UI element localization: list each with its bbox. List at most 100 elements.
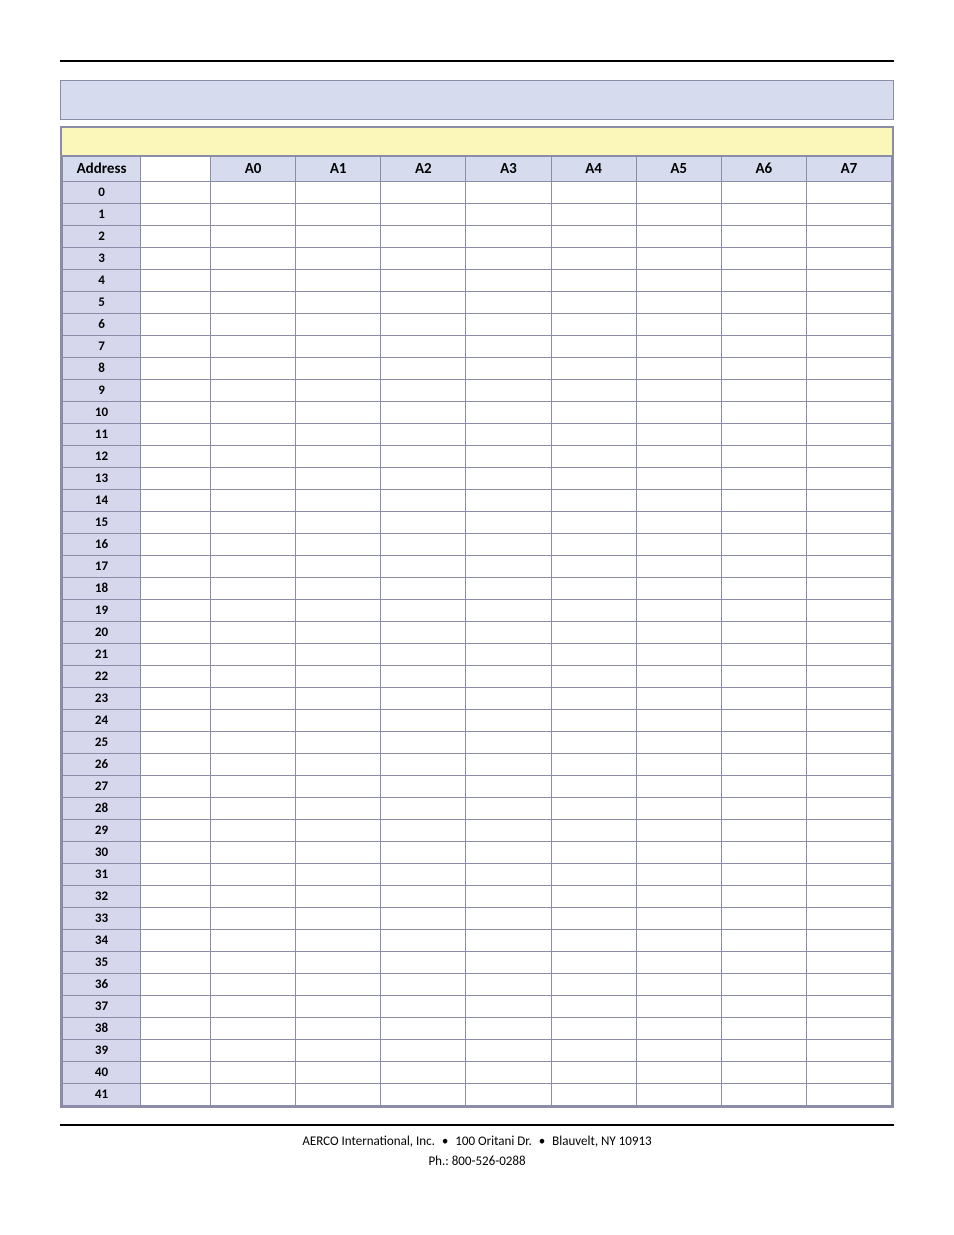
data-cell	[296, 864, 381, 886]
data-cell	[466, 974, 551, 996]
data-cell	[721, 292, 806, 314]
data-cell	[721, 688, 806, 710]
data-cell	[551, 336, 636, 358]
data-cell	[466, 776, 551, 798]
address-cell: 13	[63, 468, 141, 490]
address-cell: 16	[63, 534, 141, 556]
data-cell	[211, 732, 296, 754]
data-cell	[381, 864, 466, 886]
data-cell	[551, 578, 636, 600]
data-cell	[381, 600, 466, 622]
table-row: 30	[63, 842, 892, 864]
data-cell	[381, 732, 466, 754]
table-row: 33	[63, 908, 892, 930]
data-cell	[721, 226, 806, 248]
data-cell	[721, 270, 806, 292]
data-cell	[141, 556, 211, 578]
data-cell	[466, 270, 551, 292]
data-cell	[466, 886, 551, 908]
data-cell	[636, 578, 721, 600]
data-cell	[296, 1084, 381, 1106]
data-cell	[466, 820, 551, 842]
data-cell	[296, 578, 381, 600]
data-cell	[721, 666, 806, 688]
data-cell	[296, 490, 381, 512]
address-cell: 20	[63, 622, 141, 644]
table-row: 10	[63, 402, 892, 424]
data-cell	[636, 314, 721, 336]
data-cell	[381, 446, 466, 468]
data-cell	[381, 468, 466, 490]
data-cell	[141, 424, 211, 446]
address-cell: 25	[63, 732, 141, 754]
data-cell	[211, 710, 296, 732]
data-cell	[466, 644, 551, 666]
data-cell	[551, 1018, 636, 1040]
data-cell	[211, 974, 296, 996]
address-cell: 8	[63, 358, 141, 380]
data-cell	[806, 820, 891, 842]
table-row: 5	[63, 292, 892, 314]
data-cell	[636, 908, 721, 930]
data-cell	[551, 600, 636, 622]
data-cell	[466, 1062, 551, 1084]
data-cell	[636, 754, 721, 776]
data-cell	[296, 754, 381, 776]
data-cell	[806, 930, 891, 952]
data-cell	[721, 1062, 806, 1084]
data-cell	[636, 974, 721, 996]
data-cell	[721, 182, 806, 204]
data-cell	[551, 556, 636, 578]
table-row: 27	[63, 776, 892, 798]
data-cell	[636, 534, 721, 556]
data-cell	[296, 842, 381, 864]
address-cell: 18	[63, 578, 141, 600]
data-cell	[721, 930, 806, 952]
data-cell	[211, 556, 296, 578]
data-cell	[636, 204, 721, 226]
table-row: 6	[63, 314, 892, 336]
address-cell: 22	[63, 666, 141, 688]
data-cell	[211, 930, 296, 952]
data-cell	[721, 336, 806, 358]
table-row: 18	[63, 578, 892, 600]
table-row: 1	[63, 204, 892, 226]
data-cell	[211, 688, 296, 710]
header-bar	[60, 80, 894, 120]
data-cell	[466, 754, 551, 776]
address-cell: 2	[63, 226, 141, 248]
table-row: 25	[63, 732, 892, 754]
data-cell	[381, 1018, 466, 1040]
data-cell	[551, 842, 636, 864]
data-cell	[211, 578, 296, 600]
data-cell	[211, 402, 296, 424]
data-cell	[381, 1040, 466, 1062]
data-cell	[721, 424, 806, 446]
data-cell	[721, 556, 806, 578]
data-cell	[806, 468, 891, 490]
table-row: 14	[63, 490, 892, 512]
data-cell	[551, 402, 636, 424]
table-row: 26	[63, 754, 892, 776]
data-cell	[211, 886, 296, 908]
data-cell	[211, 864, 296, 886]
data-cell	[296, 1062, 381, 1084]
data-cell	[141, 996, 211, 1018]
data-cell	[466, 666, 551, 688]
data-cell	[551, 908, 636, 930]
data-cell	[466, 930, 551, 952]
data-cell	[381, 820, 466, 842]
data-cell	[141, 644, 211, 666]
data-cell	[636, 248, 721, 270]
top-rule	[60, 60, 894, 62]
data-cell	[551, 886, 636, 908]
address-cell: 0	[63, 182, 141, 204]
table-row: 9	[63, 380, 892, 402]
data-cell	[466, 688, 551, 710]
data-cell	[141, 358, 211, 380]
data-cell	[721, 820, 806, 842]
data-cell	[381, 226, 466, 248]
data-cell	[466, 226, 551, 248]
table-row: 20	[63, 622, 892, 644]
data-cell	[381, 182, 466, 204]
